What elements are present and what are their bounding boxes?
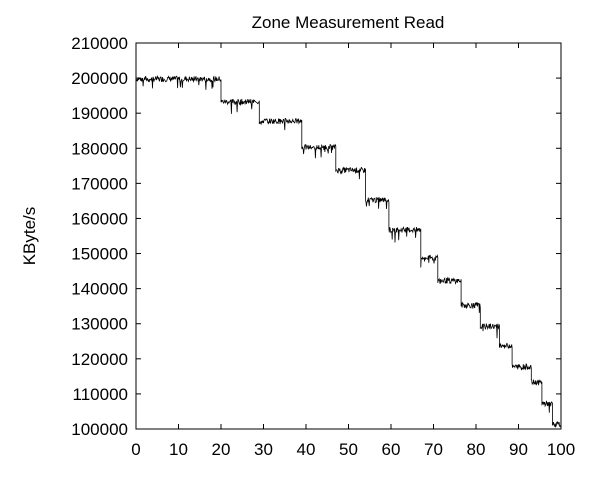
x-tick-label: 80 <box>467 440 486 459</box>
x-tick-label: 90 <box>509 440 528 459</box>
x-tick-label: 30 <box>254 440 273 459</box>
y-tick-label: 140000 <box>71 280 128 299</box>
y-tick-label: 190000 <box>71 104 128 123</box>
y-axis: 100000 110000 120000 130000 140000 150000 1600… <box>71 34 561 439</box>
plot-frame <box>135 42 562 430</box>
x-tick-label: 0 <box>131 440 140 459</box>
y-tick-label: 130000 <box>71 315 128 334</box>
x-tick-label: 10 <box>169 440 188 459</box>
y-tick-label: 210000 <box>71 34 128 53</box>
x-tick-label: 50 <box>339 440 358 459</box>
plot-area <box>135 75 562 429</box>
chart-title: Zone Measurement Read <box>252 13 445 32</box>
series-line <box>135 75 562 429</box>
y-tick-label: 150000 <box>71 245 128 264</box>
x-tick-label: 70 <box>424 440 443 459</box>
y-tick-label: 200000 <box>71 69 128 88</box>
y-tick-label: 160000 <box>71 209 128 228</box>
x-tick-label: 100 <box>547 440 575 459</box>
y-tick-label: 170000 <box>71 174 128 193</box>
x-axis: 0 10 20 30 40 50 60 70 80 90 100 <box>131 43 575 459</box>
y-tick-label: 120000 <box>71 350 128 369</box>
y-axis-label: KByte/s <box>20 207 39 266</box>
x-tick-label: 20 <box>212 440 231 459</box>
x-tick-label: 60 <box>382 440 401 459</box>
y-tick-label: 180000 <box>71 139 128 158</box>
x-tick-label: 40 <box>297 440 316 459</box>
y-tick-label: 110000 <box>73 385 128 404</box>
y-tick-label: 100000 <box>71 420 128 439</box>
